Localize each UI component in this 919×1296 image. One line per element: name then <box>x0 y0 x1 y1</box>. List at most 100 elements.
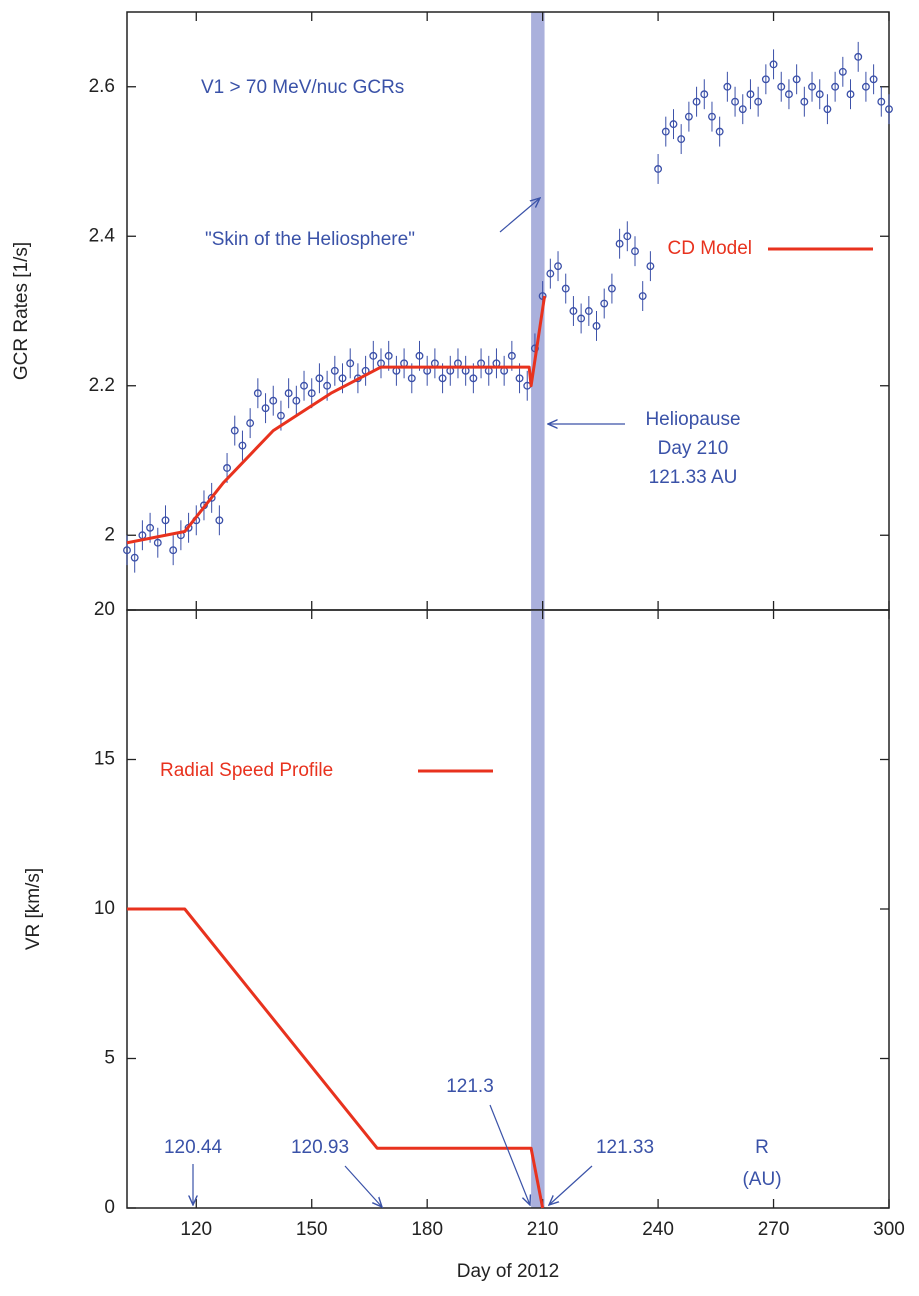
data-point <box>338 374 347 383</box>
annotation-arrow <box>344 1165 382 1207</box>
data-point <box>746 90 755 99</box>
model-line <box>126 295 547 545</box>
y-axis-label: VR [km/s] <box>23 868 44 950</box>
data-point <box>469 374 478 383</box>
plot-frame <box>126 11 890 611</box>
data-point <box>692 97 701 106</box>
legend-label: Radial Speed Profile <box>160 760 333 781</box>
data-point <box>669 120 678 129</box>
data-point <box>207 493 216 502</box>
data-point <box>700 90 709 99</box>
y-tick-label: 20 <box>94 599 115 620</box>
data-point <box>438 374 447 383</box>
y-tick-label: 15 <box>94 749 115 770</box>
data-point <box>715 127 724 136</box>
data-point <box>215 516 224 525</box>
data-point <box>269 396 278 405</box>
data-point <box>330 366 339 375</box>
data-point <box>654 165 663 173</box>
annotation: 121.33 AU <box>649 467 738 488</box>
annotation: Day 210 <box>658 438 729 459</box>
annotation: R <box>755 1137 769 1158</box>
annotation-arrow <box>499 198 540 233</box>
data-point <box>238 441 247 450</box>
y-tick-label: 2.4 <box>89 225 116 246</box>
data-point <box>831 82 840 91</box>
data-point <box>784 90 793 99</box>
data-point <box>407 374 416 383</box>
data-point <box>723 82 732 91</box>
data-point <box>808 82 816 91</box>
y-tick-label: 5 <box>104 1048 115 1069</box>
data-point <box>677 135 686 144</box>
data-point <box>885 105 893 114</box>
data-point <box>754 97 763 106</box>
data-point <box>592 322 601 330</box>
data-point <box>792 75 801 84</box>
x-tick-label: 270 <box>758 1219 790 1240</box>
data-point <box>869 75 878 84</box>
data-point <box>846 90 855 99</box>
data-point <box>415 351 424 360</box>
data-point <box>661 127 670 136</box>
y-tick-label: 0 <box>104 1197 115 1218</box>
data-point <box>246 419 255 428</box>
data-point <box>230 426 239 435</box>
data-point <box>561 284 570 293</box>
y-tick-label: 2 <box>104 524 115 545</box>
data-point <box>146 523 155 532</box>
highlight-band <box>531 12 545 610</box>
annotation: (AU) <box>742 1169 781 1190</box>
annotation-arrow <box>549 1165 593 1205</box>
y-axis-label: GCR Rates [1/s] <box>11 242 32 380</box>
data-point <box>384 351 393 360</box>
data-point <box>631 247 639 256</box>
data-point <box>130 553 139 562</box>
x-axis-label: Day of 2012 <box>457 1261 559 1282</box>
annotation: 120.44 <box>164 1137 223 1158</box>
data-point <box>615 239 624 248</box>
data-point <box>823 105 832 114</box>
data-point <box>761 75 770 84</box>
data-point <box>623 232 632 241</box>
data-point <box>515 374 524 383</box>
annotation-arrow <box>489 1104 530 1205</box>
x-tick-label: 240 <box>642 1219 674 1240</box>
data-point <box>854 52 863 61</box>
data-point <box>253 389 262 398</box>
data-point <box>276 411 285 420</box>
data-point <box>769 60 778 69</box>
data-point <box>153 538 162 547</box>
data-point <box>646 262 655 271</box>
data-point <box>638 292 647 300</box>
data-point <box>569 307 578 315</box>
y-tick-label: 2.6 <box>89 76 115 97</box>
data-point <box>300 381 308 390</box>
model-line <box>127 907 545 1209</box>
x-tick-label: 300 <box>873 1219 905 1240</box>
y-tick-label: 10 <box>94 898 115 919</box>
annotation: V1 > 70 MeV/nuc GCRs <box>201 77 404 98</box>
legend-label: CD Model <box>668 238 752 259</box>
data-point <box>708 112 716 121</box>
x-tick-label: 180 <box>411 1219 443 1240</box>
annotation: 121.33 <box>596 1137 654 1158</box>
data-point <box>307 389 316 398</box>
data-point <box>546 269 555 278</box>
data-point <box>731 97 740 106</box>
x-tick-label: 210 <box>527 1219 559 1240</box>
data-point <box>346 359 355 368</box>
x-tick-label: 150 <box>296 1219 328 1240</box>
data-point <box>684 112 693 121</box>
data-point <box>861 82 870 91</box>
data-point <box>815 90 824 99</box>
annotation: "Skin of the Heliosphere" <box>205 229 415 250</box>
data-point <box>777 82 786 91</box>
data-point <box>607 284 616 293</box>
annotation: Heliopause <box>645 409 740 430</box>
plot-frame <box>126 609 890 1209</box>
data-point <box>161 516 170 525</box>
annotation: 120.93 <box>291 1137 349 1158</box>
data-point <box>169 546 178 555</box>
